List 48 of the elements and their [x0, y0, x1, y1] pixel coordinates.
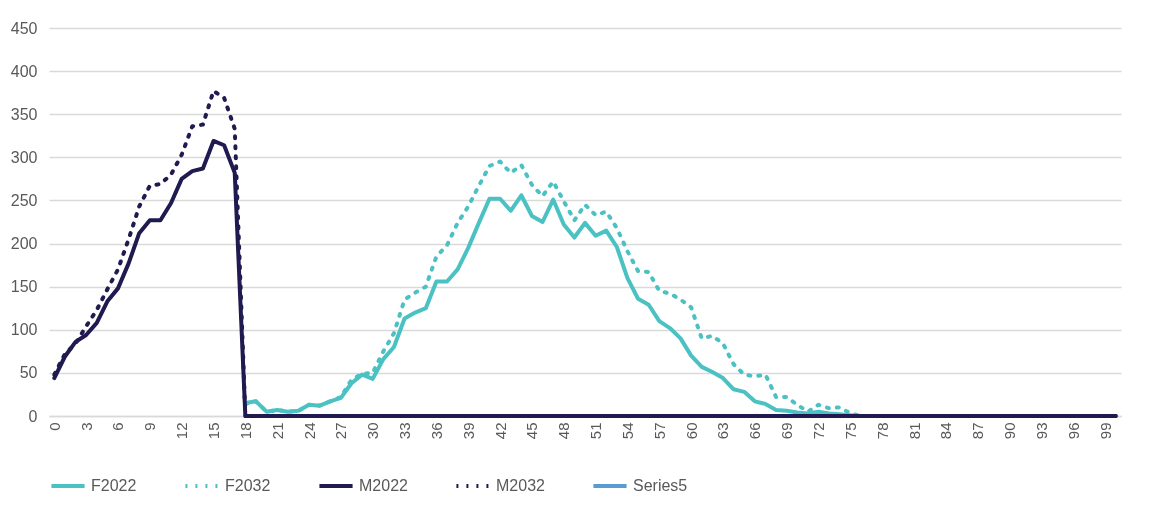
legend-label: M2032	[496, 477, 546, 494]
x-tick-label: 66	[746, 422, 764, 440]
y-tick-label: 100	[10, 321, 38, 339]
x-tick-label: 63	[714, 422, 732, 440]
y-tick-label: 300	[10, 148, 38, 166]
x-tick-label: 48	[555, 422, 573, 440]
x-tick-label: 6	[109, 422, 127, 431]
x-tick-label: 39	[459, 422, 477, 440]
x-tick-label: 0	[45, 422, 63, 431]
x-tick-label: 96	[1064, 422, 1082, 440]
x-tick-label: 60	[682, 422, 700, 440]
x-tick-label: 72	[810, 422, 827, 440]
y-tick-label: 400	[10, 62, 38, 80]
x-tick-label: 90	[1001, 422, 1019, 440]
x-tick-label: 78	[873, 422, 891, 440]
x-tick-label: 84	[937, 422, 955, 440]
x-tick-label: 27	[332, 422, 350, 440]
y-tick-label: 450	[10, 19, 38, 37]
y-tick-label: 50	[19, 364, 38, 382]
x-tick-label: 9	[141, 422, 159, 431]
x-tick-label: 93	[1032, 422, 1050, 440]
legend-label: F2032	[225, 477, 271, 494]
x-tick-label: 36	[427, 422, 445, 440]
x-tick-label: 15	[205, 422, 223, 440]
x-tick-label: 21	[268, 422, 286, 440]
x-tick-label: 24	[300, 422, 318, 440]
x-tick-label: 33	[396, 422, 414, 440]
x-tick-label: 12	[173, 422, 191, 440]
x-tick-label: 69	[778, 422, 796, 440]
x-tick-label: 42	[491, 422, 509, 440]
x-tick-label: 57	[650, 422, 668, 440]
x-tick-label: 18	[236, 422, 254, 440]
x-tick-label: 99	[1096, 422, 1114, 440]
x-tick-label: 45	[523, 422, 541, 440]
x-tick-label: 30	[364, 422, 382, 440]
y-tick-label: 150	[10, 278, 38, 296]
legend-label: F2022	[91, 477, 137, 494]
y-tick-label: 200	[10, 235, 38, 253]
x-tick-label: 54	[618, 422, 636, 440]
x-tick-label: 51	[587, 422, 605, 440]
legend-label: M2022	[359, 477, 409, 494]
y-tick-label: 250	[10, 191, 38, 209]
x-tick-label: 75	[841, 422, 859, 440]
y-tick-label: 350	[10, 105, 38, 123]
x-tick-label: 87	[969, 422, 987, 440]
legend-label: Series5	[633, 477, 688, 494]
x-tick-label: 81	[905, 422, 923, 440]
x-tick-label: 3	[77, 422, 95, 431]
